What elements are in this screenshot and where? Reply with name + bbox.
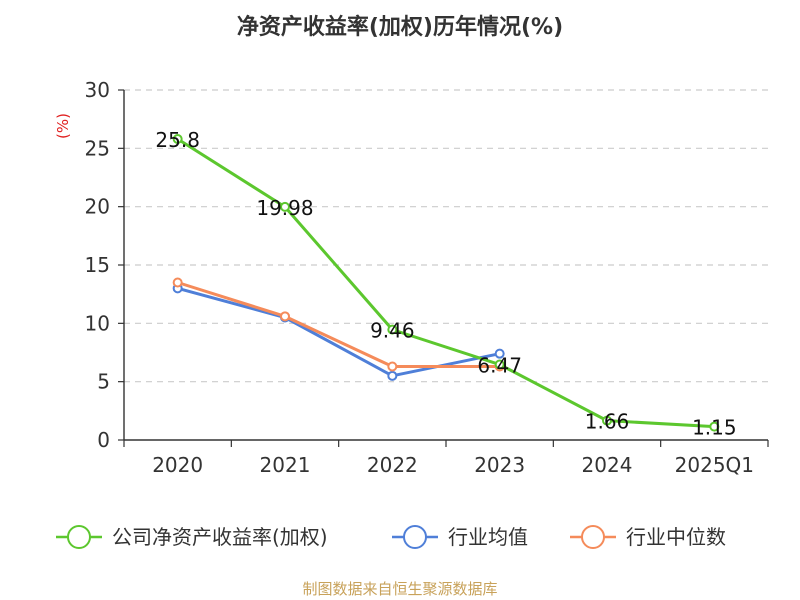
x-tick-label: 2020 — [152, 453, 203, 477]
legend-label: 行业中位数 — [626, 525, 726, 549]
data-point — [494, 359, 505, 370]
legend-marker-icon — [581, 525, 605, 549]
y-tick-label: 10 — [85, 311, 110, 335]
data-point — [602, 415, 612, 426]
x-tick-label: 2024 — [582, 453, 633, 477]
series-line — [176, 137, 715, 429]
y-tick-label: 5 — [97, 370, 110, 394]
chart-title: 净资产收益率(加权)历年情况(%) — [237, 14, 563, 40]
data-label: 25.8 — [155, 128, 200, 152]
legend[interactable]: 公司净资产收益率(加权) 行业均值 行业中位数 — [56, 525, 726, 549]
source-note: 制图数据来自恒生聚源数据库 — [302, 580, 497, 598]
x-tick-label: 2025Q1 — [675, 453, 754, 477]
data-point — [172, 277, 183, 288]
data-point — [387, 370, 398, 381]
y-tick-label: 20 — [85, 195, 110, 219]
data-label: 9.46 — [370, 319, 415, 343]
legend-label: 公司净资产收益率(加权) — [112, 525, 328, 549]
legend-item[interactable]: 公司净资产收益率(加权) — [56, 525, 328, 549]
data-labels: 25.8 19.98 9.46 6.47 1.66 1.15 — [155, 128, 736, 440]
data-point — [172, 134, 183, 144]
data-point — [494, 348, 505, 359]
y-tick-label: 30 — [85, 78, 110, 102]
data-label: 1.66 — [585, 410, 630, 434]
legend-item[interactable]: 行业中位数 — [570, 525, 726, 549]
series-line — [177, 286, 500, 378]
data-point — [387, 324, 398, 335]
legend-marker-icon — [67, 525, 91, 549]
y-tick-label: 0 — [97, 428, 110, 452]
legend-marker-icon — [403, 525, 427, 549]
y-axis-label: (%) — [54, 113, 72, 139]
series-line — [177, 281, 500, 368]
axes: 0 5 10 15 20 25 30 2020 2021 2022 2023 2024 2025Q1 — [85, 78, 769, 477]
x-tick-label: 2021 — [260, 453, 311, 477]
legend-item[interactable]: 行业均值 — [392, 525, 528, 549]
grid — [124, 89, 768, 383]
series — [172, 134, 720, 432]
y-tick-label: 15 — [85, 253, 110, 277]
x-tick-label: 2023 — [474, 453, 525, 477]
data-label: 19.98 — [256, 196, 313, 220]
data-point — [280, 201, 290, 212]
data-point — [709, 421, 720, 432]
data-point — [280, 311, 290, 322]
data-label: 6.47 — [477, 354, 522, 378]
x-tick-label: 2022 — [367, 453, 418, 477]
y-tick-label: 25 — [85, 136, 110, 160]
data-label: 1.15 — [692, 416, 737, 440]
data-point — [387, 361, 398, 372]
legend-label: 行业均值 — [448, 525, 528, 549]
